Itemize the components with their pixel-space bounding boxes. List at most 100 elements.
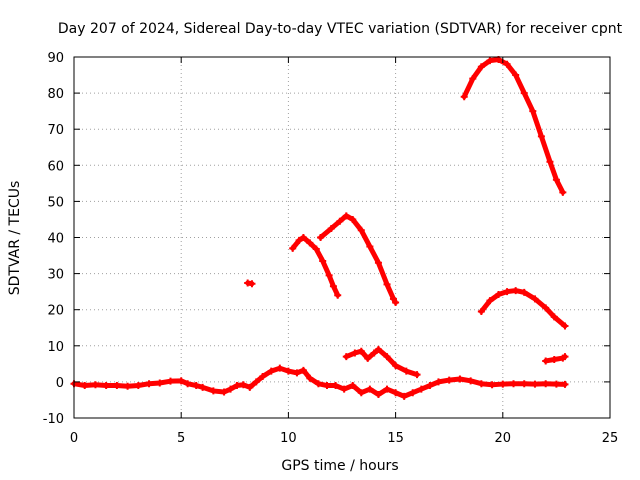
y-tick-label: 70: [47, 123, 64, 138]
series-3: [289, 234, 342, 299]
series-4: [317, 212, 400, 306]
x-tick-label: 25: [602, 431, 619, 446]
data-point: [248, 280, 256, 288]
data-point: [542, 304, 550, 312]
x-axis-label: GPS time / hours: [281, 458, 398, 474]
series-5: [342, 345, 421, 379]
data-point: [383, 280, 391, 288]
data-point: [340, 385, 348, 393]
data-point: [512, 71, 520, 79]
data-point: [357, 226, 365, 234]
data-point: [366, 243, 374, 251]
data-point: [374, 391, 382, 399]
y-tick-label: 40: [47, 232, 64, 247]
data-point: [306, 239, 314, 247]
data-series: [70, 56, 569, 400]
data-point: [351, 349, 359, 357]
data-point: [336, 217, 344, 225]
data-point: [520, 380, 528, 388]
data-point: [542, 357, 550, 365]
x-tick-label: 20: [495, 431, 512, 446]
data-point: [520, 288, 528, 296]
data-point: [289, 244, 297, 252]
y-axis-ticks: -10 0 10 20 30 40 50 60 70 80 90: [43, 51, 610, 427]
chart-title: Day 207 of 2024, Sidereal Day-to-day VTE…: [58, 21, 623, 37]
y-tick-label: 60: [47, 159, 64, 174]
data-point: [456, 375, 464, 383]
data-point: [503, 288, 511, 296]
y-tick-label: 50: [47, 195, 64, 210]
y-tick-label: -10: [43, 412, 64, 427]
data-point: [227, 385, 235, 393]
data-point: [306, 374, 314, 382]
x-tick-label: 0: [70, 431, 78, 446]
series-7: [477, 287, 569, 330]
data-point: [192, 382, 200, 390]
data-point: [559, 188, 567, 196]
data-point: [488, 381, 496, 389]
data-point: [477, 63, 485, 71]
data-point: [81, 382, 89, 390]
data-point: [370, 349, 378, 357]
data-point: [469, 75, 477, 83]
series-8: [542, 353, 569, 365]
data-point: [252, 378, 260, 386]
data-point: [512, 287, 520, 295]
series-6: [460, 56, 567, 196]
series-line: [478, 288, 568, 329]
data-point: [392, 389, 400, 397]
data-point: [552, 176, 560, 184]
data-point: [486, 297, 494, 305]
data-point: [417, 385, 425, 393]
data-point: [259, 372, 267, 380]
y-tick-label: 20: [47, 304, 64, 319]
data-point: [520, 89, 528, 97]
data-point: [550, 313, 558, 321]
data-point: [334, 291, 342, 299]
data-point: [495, 291, 503, 299]
series-2: [244, 279, 256, 288]
data-point: [299, 234, 307, 241]
data-point: [510, 380, 518, 388]
y-axis-label: SDTVAR / TECUs: [7, 181, 23, 296]
data-point: [460, 93, 468, 101]
data-point: [499, 380, 507, 388]
x-axis-ticks: 0 5 10 15 20 25: [70, 57, 618, 446]
data-point: [364, 354, 372, 362]
data-point: [552, 380, 560, 388]
data-point: [531, 295, 539, 303]
y-tick-label: 90: [47, 51, 64, 66]
data-point: [542, 380, 550, 388]
data-point: [209, 387, 217, 395]
data-point: [342, 353, 350, 361]
x-tick-label: 15: [387, 431, 404, 446]
data-point: [349, 215, 357, 223]
data-point: [561, 380, 569, 388]
data-point: [124, 382, 132, 390]
data-point: [134, 382, 142, 390]
data-point: [529, 107, 537, 115]
data-point: [319, 257, 327, 265]
data-point: [299, 366, 307, 374]
y-tick-label: 30: [47, 268, 64, 283]
data-point: [550, 356, 558, 364]
data-point: [383, 385, 391, 393]
data-point: [503, 60, 511, 68]
data-point: [400, 392, 408, 400]
data-point: [102, 382, 110, 390]
data-point: [357, 389, 365, 397]
data-point: [374, 259, 382, 267]
data-point: [389, 295, 397, 303]
y-tick-label: 10: [47, 340, 64, 355]
data-point: [531, 380, 539, 388]
data-point: [366, 385, 374, 393]
data-point: [546, 158, 554, 166]
data-point: [467, 377, 475, 385]
data-point: [323, 382, 331, 390]
data-point: [325, 271, 333, 279]
data-point: [220, 388, 228, 396]
data-point: [276, 364, 284, 372]
data-point: [426, 382, 434, 390]
x-tick-label: 10: [280, 431, 297, 446]
